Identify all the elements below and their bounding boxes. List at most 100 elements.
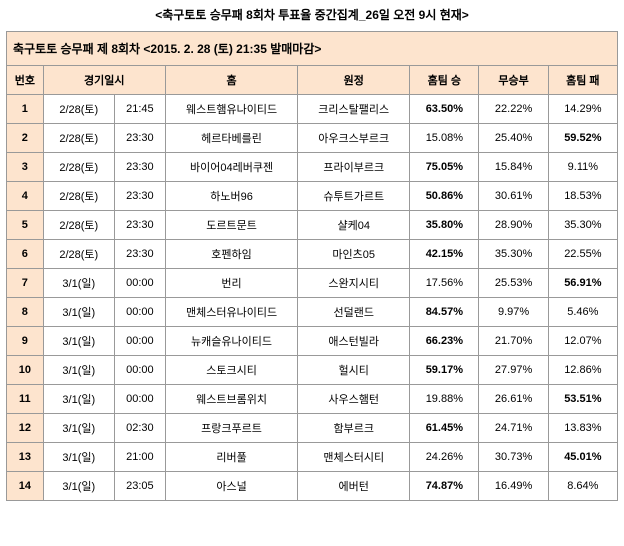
cell-home: 번리 xyxy=(165,269,297,298)
cell-lose: 9.11% xyxy=(548,153,617,182)
cell-time: 23:30 xyxy=(114,211,165,240)
header-away: 원정 xyxy=(298,66,410,95)
cell-draw: 25.53% xyxy=(479,269,548,298)
cell-lose: 18.53% xyxy=(548,182,617,211)
cell-time: 23:30 xyxy=(114,153,165,182)
cell-date: 3/1(일) xyxy=(43,443,114,472)
cell-away: 샬케04 xyxy=(298,211,410,240)
header-lose: 홈팀 패 xyxy=(548,66,617,95)
cell-date: 3/1(일) xyxy=(43,472,114,501)
cell-away: 크리스탈팰리스 xyxy=(298,95,410,124)
cell-lose: 56.91% xyxy=(548,269,617,298)
cell-time: 23:30 xyxy=(114,124,165,153)
cell-draw: 21.70% xyxy=(479,327,548,356)
cell-away: 에버턴 xyxy=(298,472,410,501)
cell-draw: 25.40% xyxy=(479,124,548,153)
cell-away: 헐시티 xyxy=(298,356,410,385)
cell-home: 웨스트브롬위치 xyxy=(165,385,297,414)
cell-num: 2 xyxy=(7,124,44,153)
cell-time: 21:00 xyxy=(114,443,165,472)
cell-win: 59.17% xyxy=(410,356,479,385)
subtitle-row: 축구토토 승무패 제 8회차 <2015. 2. 28 (토) 21:35 발매… xyxy=(7,32,618,66)
cell-win: 74.87% xyxy=(410,472,479,501)
cell-lose: 22.55% xyxy=(548,240,617,269)
cell-draw: 30.73% xyxy=(479,443,548,472)
cell-home: 도르트문트 xyxy=(165,211,297,240)
cell-draw: 15.84% xyxy=(479,153,548,182)
header-num: 번호 xyxy=(7,66,44,95)
cell-num: 4 xyxy=(7,182,44,211)
cell-home: 아스널 xyxy=(165,472,297,501)
table-row: 32/28(토)23:30바이어04레버쿠젠프라이부르크75.05%15.84%… xyxy=(7,153,618,182)
cell-away: 맨체스터시티 xyxy=(298,443,410,472)
cell-draw: 26.61% xyxy=(479,385,548,414)
cell-num: 13 xyxy=(7,443,44,472)
cell-time: 23:30 xyxy=(114,182,165,211)
header-draw: 무승부 xyxy=(479,66,548,95)
cell-win: 35.80% xyxy=(410,211,479,240)
cell-date: 2/28(토) xyxy=(43,211,114,240)
table-row: 123/1(일)02:30프랑크푸르트함부르크61.45%24.71%13.83… xyxy=(7,414,618,443)
cell-home: 웨스트햄유나이티드 xyxy=(165,95,297,124)
cell-date: 2/28(토) xyxy=(43,240,114,269)
cell-draw: 27.97% xyxy=(479,356,548,385)
cell-home: 하노버96 xyxy=(165,182,297,211)
header-datetime: 경기일시 xyxy=(43,66,165,95)
cell-num: 8 xyxy=(7,298,44,327)
cell-draw: 16.49% xyxy=(479,472,548,501)
cell-num: 1 xyxy=(7,95,44,124)
cell-lose: 5.46% xyxy=(548,298,617,327)
table-body: 12/28(토)21:45웨스트햄유나이티드크리스탈팰리스63.50%22.22… xyxy=(7,95,618,501)
cell-date: 2/28(토) xyxy=(43,95,114,124)
cell-time: 00:00 xyxy=(114,269,165,298)
cell-home: 맨체스터유나이티드 xyxy=(165,298,297,327)
subtitle: 축구토토 승무패 제 8회차 <2015. 2. 28 (토) 21:35 발매… xyxy=(7,32,618,66)
cell-win: 15.08% xyxy=(410,124,479,153)
cell-time: 00:00 xyxy=(114,385,165,414)
cell-home: 호펜하임 xyxy=(165,240,297,269)
cell-time: 00:00 xyxy=(114,356,165,385)
cell-lose: 12.07% xyxy=(548,327,617,356)
table-row: 52/28(토)23:30도르트문트샬케0435.80%28.90%35.30% xyxy=(7,211,618,240)
cell-lose: 59.52% xyxy=(548,124,617,153)
cell-lose: 12.86% xyxy=(548,356,617,385)
cell-win: 42.15% xyxy=(410,240,479,269)
cell-time: 21:45 xyxy=(114,95,165,124)
cell-num: 12 xyxy=(7,414,44,443)
vote-rate-table: 축구토토 승무패 제 8회차 <2015. 2. 28 (토) 21:35 발매… xyxy=(6,31,618,501)
cell-win: 75.05% xyxy=(410,153,479,182)
header-home: 홈 xyxy=(165,66,297,95)
cell-lose: 53.51% xyxy=(548,385,617,414)
table-row: 103/1(일)00:00스토크시티헐시티59.17%27.97%12.86% xyxy=(7,356,618,385)
cell-away: 애스턴빌라 xyxy=(298,327,410,356)
table-row: 143/1(일)23:05아스널에버턴74.87%16.49%8.64% xyxy=(7,472,618,501)
cell-time: 00:00 xyxy=(114,298,165,327)
table-row: 133/1(일)21:00리버풀맨체스터시티24.26%30.73%45.01% xyxy=(7,443,618,472)
cell-date: 3/1(일) xyxy=(43,298,114,327)
page-title: <축구토토 승무패 8회차 투표율 중간집계_26일 오전 9시 현재> xyxy=(6,6,618,23)
cell-time: 00:00 xyxy=(114,327,165,356)
cell-date: 2/28(토) xyxy=(43,153,114,182)
cell-draw: 35.30% xyxy=(479,240,548,269)
cell-time: 02:30 xyxy=(114,414,165,443)
cell-lose: 45.01% xyxy=(548,443,617,472)
cell-time: 23:05 xyxy=(114,472,165,501)
cell-away: 함부르크 xyxy=(298,414,410,443)
cell-draw: 24.71% xyxy=(479,414,548,443)
cell-num: 5 xyxy=(7,211,44,240)
cell-date: 3/1(일) xyxy=(43,414,114,443)
cell-home: 바이어04레버쿠젠 xyxy=(165,153,297,182)
cell-date: 3/1(일) xyxy=(43,327,114,356)
cell-num: 11 xyxy=(7,385,44,414)
cell-win: 19.88% xyxy=(410,385,479,414)
cell-home: 프랑크푸르트 xyxy=(165,414,297,443)
cell-num: 3 xyxy=(7,153,44,182)
cell-win: 84.57% xyxy=(410,298,479,327)
cell-lose: 35.30% xyxy=(548,211,617,240)
table-row: 113/1(일)00:00웨스트브롬위치사우스햄턴19.88%26.61%53.… xyxy=(7,385,618,414)
cell-home: 뉴캐슬유나이티드 xyxy=(165,327,297,356)
cell-away: 선덜랜드 xyxy=(298,298,410,327)
cell-draw: 22.22% xyxy=(479,95,548,124)
cell-lose: 8.64% xyxy=(548,472,617,501)
cell-win: 24.26% xyxy=(410,443,479,472)
